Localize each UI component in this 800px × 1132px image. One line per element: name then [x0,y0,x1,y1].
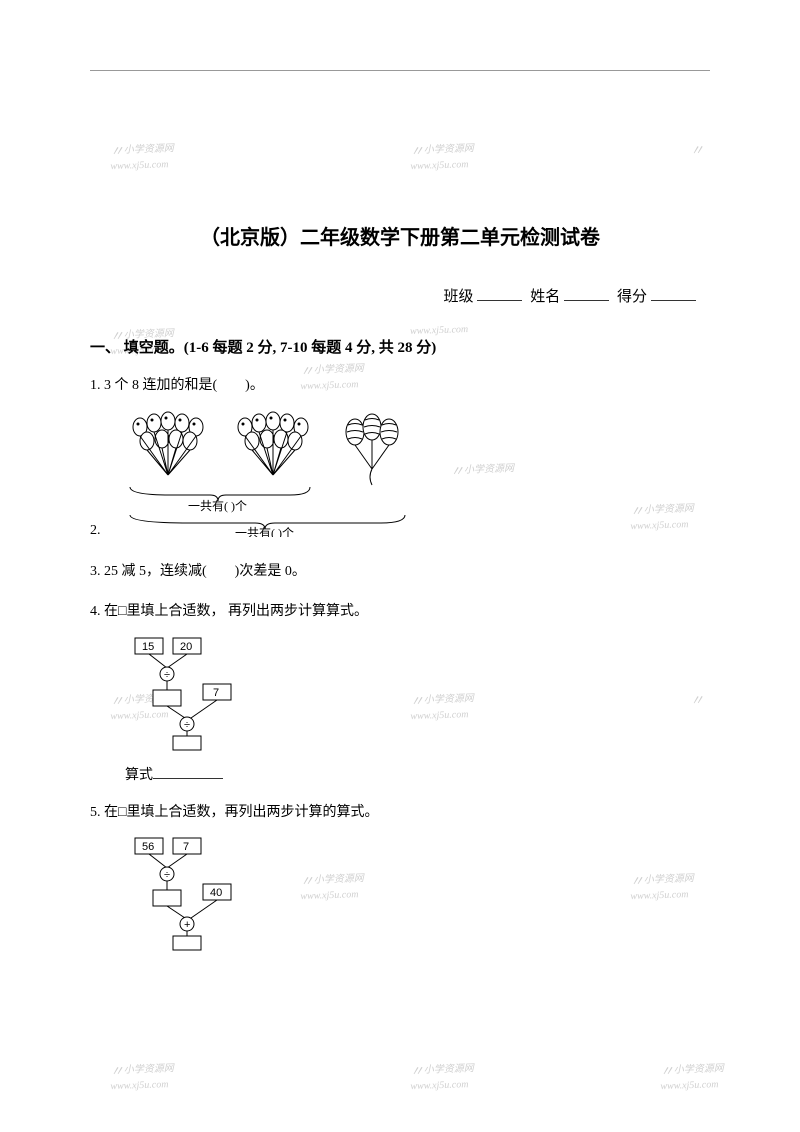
question-5: 5. 在□里填上合适数，再列出两步计算的算式。 [90,802,710,824]
q5-box-7: 7 [183,841,189,853]
q4-box-7: 7 [213,687,219,699]
brace2-label: 一共有( )个 [235,526,294,537]
class-label: 班级 [443,289,473,305]
question-1: 1. 3 个 8 连加的和是( )。 [90,375,710,397]
q5-box-56: 56 [142,841,154,853]
score-blank [651,287,696,301]
q4-box-20: 20 [180,641,192,653]
page-content: （北京版）二年级数学下册第二单元检测试卷 班级 姓名 得分 一、 填空题。(1-… [90,70,710,1092]
balloons-svg: 一共有( )个 一共有( )个 [120,407,420,537]
q4-formula-label: 算式 [125,764,710,784]
q4-formula-blank [153,766,223,779]
q5-op1: ÷ [164,869,170,881]
q5-op2: + [184,919,190,931]
score-label: 得分 [617,289,647,305]
name-label: 姓名 [530,289,560,305]
page-title: （北京版）二年级数学下册第二单元检测试卷 [90,221,710,250]
q4-box-15: 15 [142,641,154,653]
section-heading: 一、 填空题。(1-6 每题 2 分, 7-10 每题 4 分, 共 28 分) [90,336,710,357]
q5-box-40: 40 [210,887,222,899]
brace1-label: 一共有( )个 [188,499,247,513]
q4-diagram: 15 20 ÷ 7 ÷ [125,636,710,756]
student-info-line: 班级 姓名 得分 [90,285,710,306]
q4-op2: ÷ [184,719,190,731]
q4-op1: ÷ [164,669,170,681]
class-blank [477,287,522,301]
question-4: 4. 在□里填上合适数， 再列出两步计算算式。 [90,601,710,623]
q4-formula-text: 算式 [125,768,153,783]
q5-diagram: 56 7 ÷ 40 + [125,836,710,956]
name-blank [564,287,609,301]
question-3: 3. 25 减 5，连续减( )次差是 0。 [90,561,710,583]
